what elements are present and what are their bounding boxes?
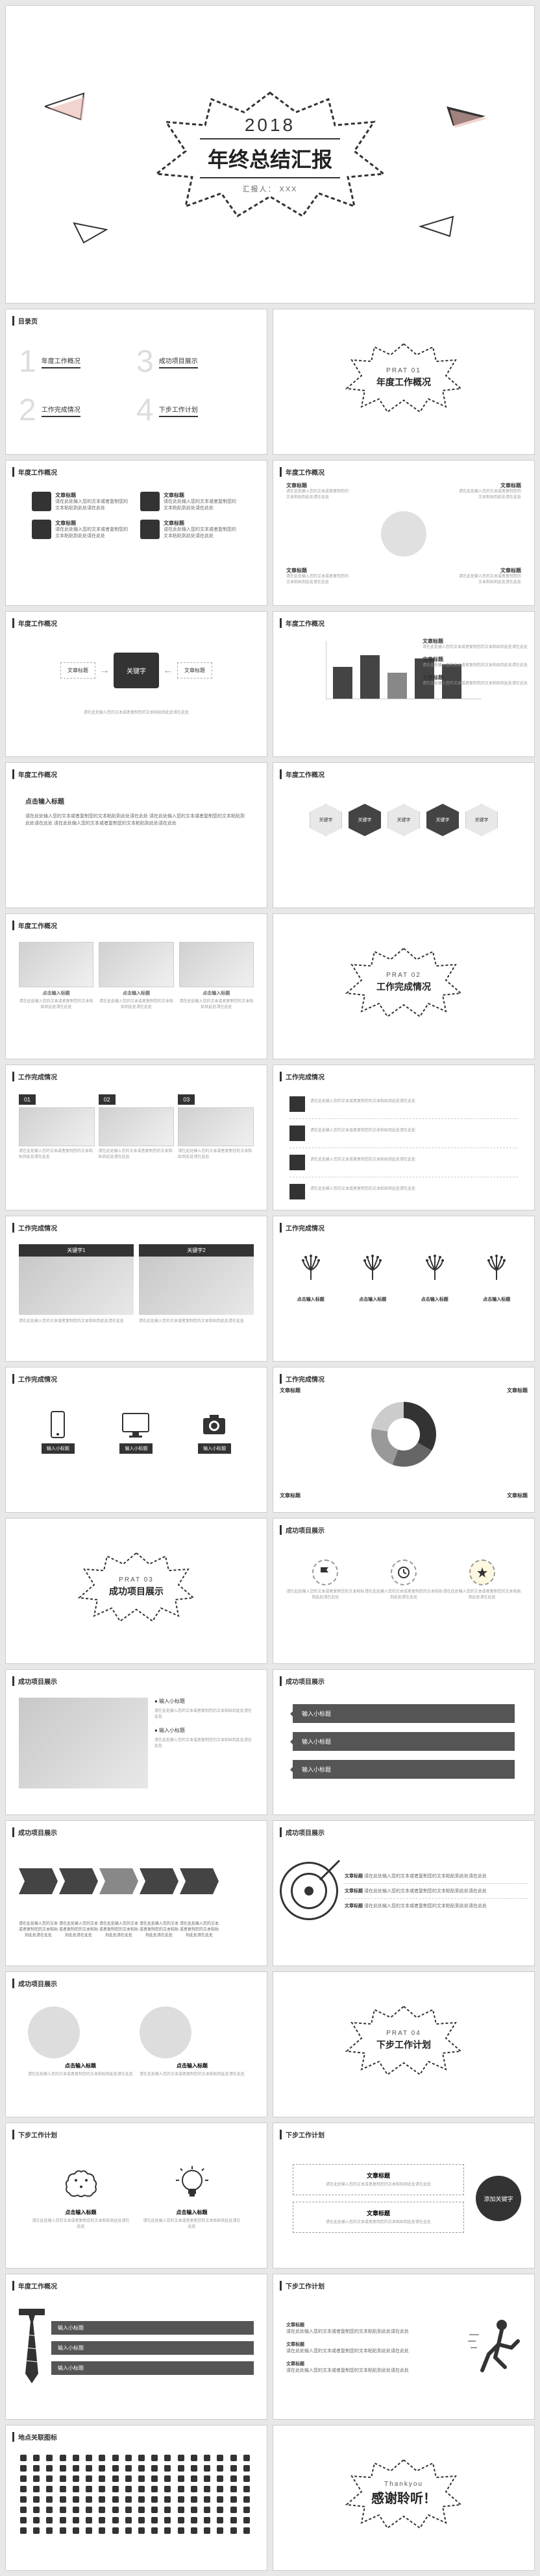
tree-slide: 工作完成情况 点击输入标题点击输入标题点击输入标题点击输入标题 — [273, 1216, 535, 1362]
image-slide: 年度工作概况 点击输入标题请在此处输入您的文本或者复制您的文本粘贴到此处请在此处… — [5, 913, 267, 1059]
content-slide: 下步工作计划 点击输入标题请在此处输入您的文本或者复制您的文本粘贴到此处请在此处… — [5, 2123, 267, 2269]
content-slide: 成功项目展示 请在此处输入您的文本或者复制您的文本粘贴到此处请在此处 请在此处输… — [273, 1518, 535, 1664]
phone-icon — [42, 1408, 74, 1441]
chevron — [19, 1868, 58, 1894]
hero-year: 2018 — [200, 115, 340, 136]
hero-title: 年终总结汇报 — [200, 138, 340, 178]
chart-slide: 年度工作概况 文章标题请在此处输入您的文本或者复制您的文本粘贴到此处请在此处 文… — [273, 611, 535, 757]
content-slide: 成功项目展示 点击输入标题请在此处输入您的文本或者复制您的文本粘贴到此处请在此处… — [5, 1971, 267, 2117]
bulb-icon — [173, 2164, 212, 2203]
content-slide: 成功项目展示 ● 输入小标题请在此处输入您的文本或者复制您的文本粘贴到此处请在此… — [5, 1669, 267, 1815]
hero-burst: 2018 年终总结汇报 汇报人： XXX — [153, 90, 387, 219]
clock-icon — [397, 1566, 410, 1579]
toc-item: 1年度工作概况 — [19, 344, 136, 379]
section-title: 年度工作概况 — [376, 376, 431, 389]
icon-grid-slide: 地点关联图标 — [5, 2425, 267, 2571]
content-slide: 工作完成情况 关键字1请在此处输入您的文本或者复制您的文本粘贴到此处请在此处 关… — [5, 1216, 267, 1362]
content-slide: 成功项目展示 输入小标题 输入小标题 输入小标题 — [273, 1669, 535, 1815]
toc-item: 2工作完成情况 — [19, 392, 136, 428]
flag-icon — [319, 1566, 332, 1579]
toc-item: 3成功项目展示 — [136, 344, 254, 379]
brain-icon — [62, 2164, 101, 2203]
icon-grid — [12, 2447, 260, 2542]
content-slide: 年度工作概况 点击输入标题 请在此处输入您的文本或者复制您的文本粘贴到此处请在此… — [5, 762, 267, 908]
hero-subtitle: 汇报人： XXX — [200, 184, 340, 194]
image-placeholder — [19, 1698, 148, 1788]
device-slide: 工作完成情况 输入小标题 输入小标题 输入小标题 — [5, 1367, 267, 1513]
chevron-slide: 成功项目展示 请在此处输入您的文本或者复制您的文本粘贴到此处请在此处 请在此处输… — [5, 1820, 267, 1966]
runner-slide: 下步工作计划 文章标题请在此处输入您的文本或者复制您的文本粘贴到此处请在此处 文… — [273, 2274, 535, 2420]
monitor-icon — [119, 1408, 152, 1441]
tie-icon — [19, 2309, 45, 2387]
toc-slide: 目录页 1年度工作概况 3成功项目展示 2工作完成情况 4下步工作计划 — [5, 309, 267, 455]
tree-icon — [298, 1251, 324, 1283]
dart-icon — [317, 1857, 343, 1883]
section-divider: PRAT 02 工作完成情况 — [273, 913, 535, 1059]
center-image — [381, 511, 426, 557]
target-icon — [280, 1862, 338, 1920]
input-bar: 输入小标题 — [293, 1704, 515, 1723]
decor-triangle — [45, 90, 90, 123]
pie-slide: 工作完成情况 文章标题 文章标题 文章标题 文章标题 — [273, 1367, 535, 1513]
image-placeholder — [19, 1257, 134, 1315]
content-slide: 年度工作概况 输入小标题 输入小标题 输入小标题 — [5, 2274, 267, 2420]
star-icon — [476, 1566, 489, 1579]
template-gallery: 2018 年终总结汇报 汇报人： XXX 目录页 1年度工作概况 3成功项目展示… — [0, 0, 540, 2576]
slide-title: 目录页 — [12, 316, 260, 326]
keyword-center: 关键字 — [114, 653, 159, 688]
box-icon — [32, 492, 51, 511]
section-divider: PRAT 03 成功项目展示 — [5, 1518, 267, 1664]
section-divider: PRAT 04 下步工作计划 — [273, 1971, 535, 2117]
section-divider: PRAT 01 年度工作概况 — [273, 309, 535, 455]
camera-icon — [198, 1408, 230, 1441]
section-prat: PRAT 01 — [376, 367, 431, 374]
decor-triangle — [417, 213, 456, 239]
hero-slide: 2018 年终总结汇报 汇报人： XXX — [5, 5, 535, 304]
content-slide: 年度工作概况 文章标题请在此处输入您的文本或者复制您的文本粘贴到此处请在此处 文… — [5, 460, 267, 606]
target-slide: 成功项目展示 文章标题 请在此处输入您的文本或者复制您的文本粘贴到此处请在此处 … — [273, 1820, 535, 1966]
circle-image — [28, 2006, 80, 2058]
hex-node: 关键字 — [349, 804, 381, 836]
decor-triangle — [71, 220, 110, 246]
add-keyword-circle: 添加关键字 — [476, 2176, 521, 2221]
runner-icon — [463, 2315, 528, 2380]
content-slide: 下步工作计划 文章标题请在此处输入您的文本或者复制您的文本粘贴到此处请在此处 文… — [273, 2123, 535, 2269]
hex-slide: 年度工作概况 关键字 关键字 关键字 关键字 关键字 — [273, 762, 535, 908]
image-placeholder — [19, 942, 93, 987]
content-slide: 工作完成情况 01请在此处输入您的文本或者复制您的文本粘贴到此处请在此处 02请… — [5, 1065, 267, 1210]
pie-chart — [371, 1402, 436, 1467]
content-slide: 年度工作概况 文章标题 → 关键字 ← 文章标题 请在此处输入您的文本或者复制您… — [5, 611, 267, 757]
content-slide: 年度工作概况 文章标题请在此处输入您的文本或者复制您的文本粘贴到此处请在此处 文… — [273, 460, 535, 606]
content-slide: 工作完成情况 请在此处输入您的文本或者复制您的文本粘贴到此处请在此处 请在此处输… — [273, 1065, 535, 1210]
toc-item: 4下步工作计划 — [136, 392, 254, 428]
hex-node: 关键字 — [310, 804, 342, 836]
thanks-slide: Thankyou 感谢聆听！ — [273, 2425, 535, 2571]
decor-triangle — [443, 103, 489, 129]
thanks-text: 感谢聆听！ — [371, 2488, 436, 2507]
